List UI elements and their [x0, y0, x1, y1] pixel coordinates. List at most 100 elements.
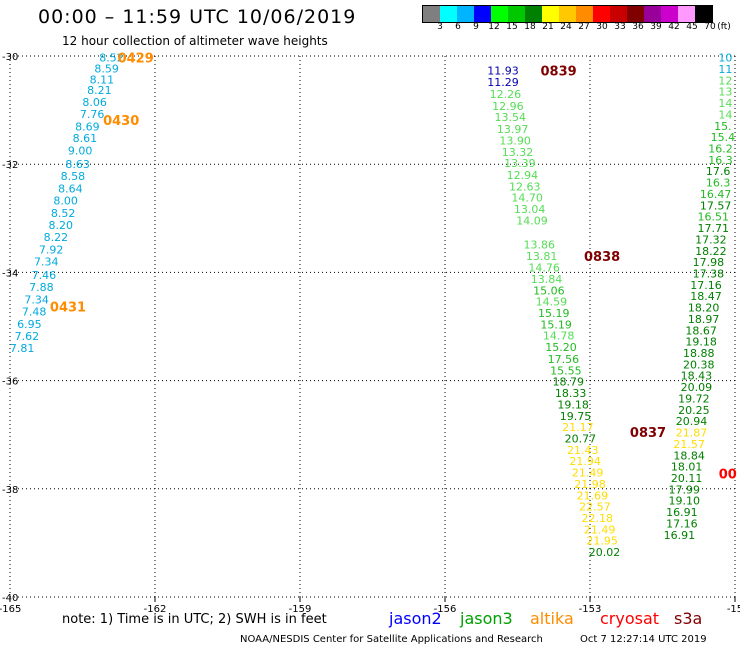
colorbar-tick-label: 39	[650, 22, 662, 32]
swh-value: 13.84	[531, 273, 563, 286]
swh-value: 18.84	[673, 449, 705, 462]
swh-value: 11.93	[487, 65, 519, 78]
colorbar-tick-label: 30	[596, 22, 608, 32]
lat-tick-label: -34	[2, 268, 18, 279]
swh-value: 18.20	[688, 302, 720, 315]
swh-value: 12.96	[492, 100, 524, 113]
swh-value: 21.95	[586, 535, 618, 548]
swh-value: 21.43	[567, 444, 599, 457]
lat-tick-label: -38	[2, 485, 18, 496]
swh-value: 20.38	[683, 358, 715, 371]
swh-value: 14.78	[543, 330, 575, 343]
time-label: 0431	[50, 300, 86, 315]
swh-value: 18.22	[695, 245, 727, 258]
swh-value: 18.01	[671, 461, 703, 474]
swh-value: 14	[718, 108, 732, 121]
colorbar-tick-label: 42	[668, 22, 680, 32]
swh-value: 16.51	[698, 211, 730, 224]
colorbar-unit: (ft)	[717, 22, 731, 32]
swh-value: 17.98	[693, 256, 725, 269]
swh-value: 20.94	[676, 415, 708, 428]
colorbar-swatch	[423, 6, 440, 22]
swh-value: 20.25	[678, 404, 710, 417]
colorbar-swatch	[610, 6, 627, 22]
swh-value: 20.11	[671, 472, 703, 485]
swh-value: 13.04	[514, 203, 546, 216]
swh-value: 7.46	[32, 269, 57, 282]
swh-value: 15.55	[550, 364, 582, 377]
swh-value: 8.64	[58, 183, 83, 196]
swh-value: 17.6	[706, 165, 731, 178]
colorbar-tick-label: 24	[560, 22, 572, 32]
swh-value: 19.18	[685, 336, 717, 349]
map-title: 00:00 – 11:59 UTC 10/06/2019	[38, 6, 357, 28]
swh-value: 7.92	[39, 244, 64, 257]
swh-value: 12.26	[490, 88, 522, 101]
time-label: 0838	[584, 250, 620, 265]
swh-value: 15.06	[533, 284, 565, 297]
lat-tick-label: -32	[2, 160, 18, 171]
swh-value: 20.09	[681, 381, 713, 394]
swh-value: 8.52	[99, 52, 124, 65]
colorbar-swatch	[695, 6, 712, 22]
swh-value: 17.16	[690, 279, 722, 292]
swh-value: 13.97	[497, 123, 529, 136]
swh-value: 14.09	[516, 214, 548, 227]
swh-value: 13.54	[495, 111, 527, 124]
lat-tick-label: -40	[2, 593, 18, 604]
swh-value: 15.20	[545, 341, 577, 354]
swh-value: 19.72	[678, 392, 710, 405]
satellite-label-cryosat: cryosat	[600, 609, 660, 628]
swh-value: 18.88	[683, 347, 715, 360]
swh-value: 8.06	[82, 96, 107, 109]
time-label: 0430	[103, 114, 139, 129]
time-label: 0429	[118, 52, 154, 67]
colorbar-tick-label: 21	[542, 22, 554, 32]
swh-value: 17.32	[695, 233, 727, 246]
swh-value: 19.10	[669, 495, 701, 508]
colorbar-swatch	[474, 6, 491, 22]
colorbar-swatch	[491, 6, 508, 22]
colorbar-tick-label: 15	[506, 22, 518, 32]
swh-value: 22.57	[579, 501, 611, 514]
swh-value: 16.91	[666, 506, 698, 519]
satellite-label-jason3: jason3	[460, 609, 513, 628]
satellite-label-jason2: jason2	[389, 609, 442, 628]
swh-value: 16.3	[708, 154, 733, 167]
colorbar-swatch	[593, 6, 610, 22]
colorbar	[422, 5, 713, 23]
lat-tick-label: -30	[2, 52, 18, 63]
swh-value: 8.63	[65, 158, 90, 171]
colorbar-tick-label: 3	[437, 22, 443, 32]
time-label: 0839	[540, 65, 576, 80]
colorbar-tick-label: 70	[704, 22, 716, 32]
swh-value: 8.00	[53, 194, 78, 207]
swh-value: 8.58	[61, 170, 86, 183]
swh-value: 16.3	[706, 177, 731, 190]
lon-tick-label: -156	[434, 604, 457, 615]
swh-value: 12	[718, 74, 732, 87]
swh-value: 16.47	[700, 188, 732, 201]
swh-value: 17.71	[698, 222, 730, 235]
swh-value: 12.63	[509, 180, 541, 193]
swh-value: 10	[718, 52, 732, 65]
swh-value: 21.98	[574, 478, 606, 491]
lat-tick-label: -36	[2, 377, 18, 388]
swh-value: 14.76	[528, 262, 560, 275]
lon-tick-label: -153	[579, 604, 602, 615]
colorbar-swatch	[440, 6, 457, 22]
swh-value: 6.95	[17, 318, 42, 331]
time-label: 0837	[630, 426, 666, 441]
swh-value: 8.69	[75, 120, 100, 133]
satellite-label-s3a: s3a	[674, 609, 703, 628]
swh-value: 11.29	[487, 76, 519, 89]
swh-value: 17.38	[693, 267, 725, 280]
swh-value: 16.91	[664, 529, 696, 542]
swh-value: 20.02	[589, 546, 621, 559]
colorbar-swatch	[542, 6, 559, 22]
lon-tick-label: -15	[727, 604, 740, 615]
swh-value: 7.81	[10, 342, 35, 355]
swh-value: 17.56	[548, 353, 580, 366]
swh-value: 21.49	[572, 467, 604, 480]
colorbar-swatch	[457, 6, 474, 22]
